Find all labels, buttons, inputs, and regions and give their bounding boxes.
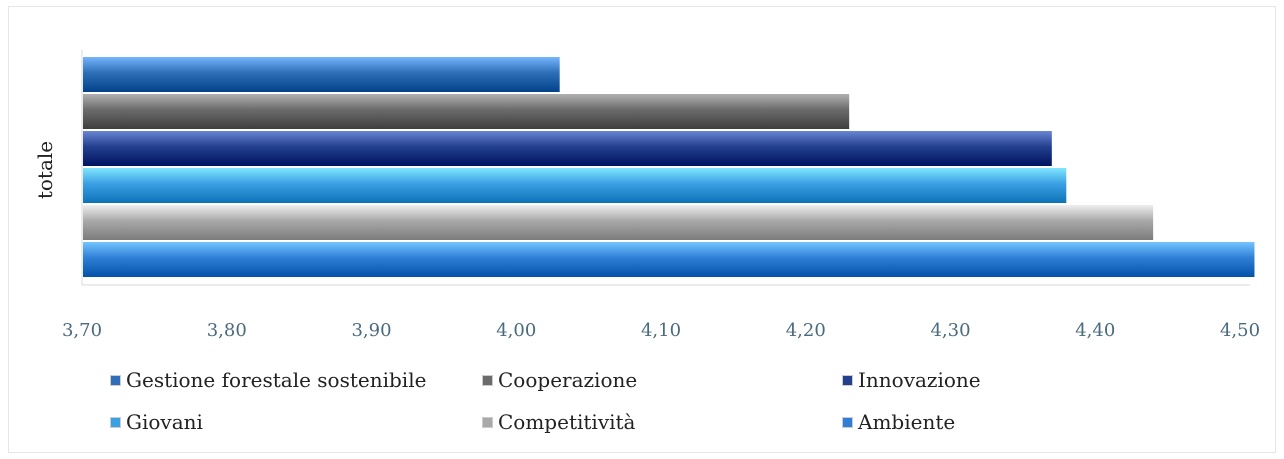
- x-tick-label: 4,00: [496, 320, 536, 341]
- legend-item: Competitività: [482, 410, 635, 434]
- legend-swatch: [842, 374, 853, 386]
- legend: Gestione forestale sostenibile Cooperazio…: [110, 368, 1030, 448]
- x-tick-label: 4,10: [641, 320, 681, 341]
- legend-label: Competitività: [498, 410, 636, 434]
- bar-giovani: [83, 168, 1067, 203]
- x-tick-label: 4,30: [930, 320, 970, 341]
- legend-item: Innovazione: [842, 368, 981, 392]
- x-tick-label: 4,40: [1075, 320, 1115, 341]
- x-tick-label: 4,20: [786, 320, 826, 341]
- legend-label: Gestione forestale sostenibile: [126, 368, 427, 392]
- legend-item: Cooperazione: [482, 368, 637, 392]
- legend-swatch: [110, 374, 121, 386]
- x-tick-label: 4,50: [1220, 320, 1260, 341]
- x-tick-label: 3,80: [207, 320, 247, 341]
- x-tick-label: 3,90: [351, 320, 391, 341]
- x-tick-labels: 3,70 3,80 3,90 4,00 4,10 4,20 4,30 4,40 4,50: [62, 320, 1260, 341]
- legend-label: Cooperazione: [498, 368, 638, 392]
- legend-label: Ambiente: [858, 410, 956, 434]
- bar-competitivit-: [83, 205, 1154, 240]
- legend-label: Innovazione: [858, 368, 981, 392]
- legend-swatch: [482, 416, 493, 428]
- legend-item: Giovani: [110, 410, 203, 434]
- legend-label: Giovani: [126, 410, 203, 434]
- legend-item: Ambiente: [842, 410, 955, 434]
- legend-swatch: [842, 416, 853, 428]
- chart-frame: [8, 6, 1276, 453]
- bar-innovazione: [83, 131, 1052, 166]
- bars-group: [83, 57, 1255, 277]
- bar-gestione-forestale-sostenibile: [83, 57, 560, 92]
- legend-swatch: [110, 416, 121, 428]
- y-axis-label: totale: [33, 141, 57, 199]
- bar-cooperazione: [83, 94, 850, 129]
- legend-swatch: [482, 374, 493, 386]
- legend-item: Gestione forestale sostenibile: [110, 368, 426, 392]
- x-tick-label: 3,70: [62, 320, 102, 341]
- bar-ambiente: [83, 242, 1255, 277]
